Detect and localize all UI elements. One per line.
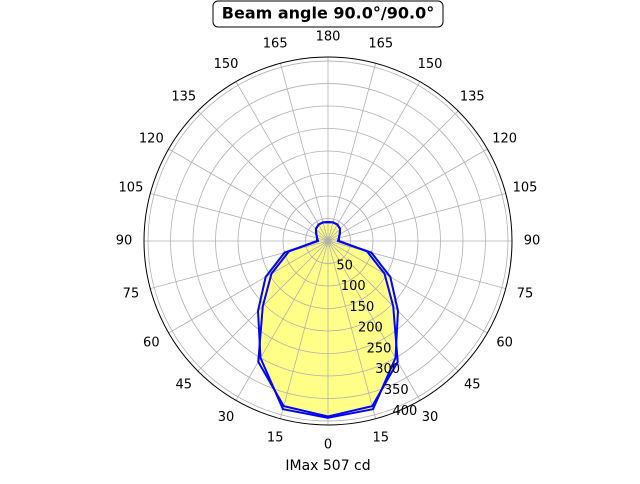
outer-circle <box>143 56 513 426</box>
grid-spoke <box>235 240 329 401</box>
theta-tick-label: 30 <box>218 410 235 425</box>
theta-tick-label: 45 <box>175 378 192 393</box>
theta-tick-label: 75 <box>123 286 140 301</box>
grid-spoke <box>327 240 421 401</box>
grid-spoke <box>197 110 329 242</box>
theta-tick-label: 15 <box>267 431 284 446</box>
grid-spoke <box>279 240 329 419</box>
theta-tick-label: 135 <box>171 89 196 104</box>
grid-spoke <box>327 81 421 242</box>
r-tick-label: 50 <box>336 258 353 273</box>
grid-spoke <box>327 148 488 242</box>
grid-spoke <box>327 63 377 242</box>
r-tick-label: 100 <box>341 279 366 294</box>
grid-spoke <box>168 148 329 242</box>
grid-spoke <box>327 240 377 419</box>
theta-tick-label: 60 <box>496 336 513 351</box>
r-tick-label: 250 <box>367 341 392 356</box>
grid-spoke <box>168 240 329 334</box>
theta-tick-label: 150 <box>418 57 443 72</box>
theta-tick-label: 120 <box>139 132 164 147</box>
r-tick-label: 200 <box>358 321 383 336</box>
grid-spoke <box>327 110 459 242</box>
chart-title: Beam angle 90.0°/90.0° <box>222 4 434 23</box>
r-tick-label: 400 <box>392 404 417 419</box>
theta-tick-label: 30 <box>422 410 439 425</box>
r-tick-label: 300 <box>375 362 400 377</box>
grid-spoke <box>235 81 329 242</box>
theta-tick-label: 150 <box>214 57 239 72</box>
x-axis-label: IMax 507 cd <box>285 458 370 474</box>
theta-tick-label: 135 <box>460 89 485 104</box>
theta-tick-label: 120 <box>492 132 517 147</box>
grid-spoke <box>327 192 506 242</box>
theta-tick-label: 90 <box>116 234 133 249</box>
r-tick-label: 350 <box>384 383 409 398</box>
title-box <box>212 0 444 28</box>
theta-tick-label: 180 <box>316 30 341 45</box>
theta-tick-label: 105 <box>513 181 538 196</box>
theta-tick-label: 90 <box>524 234 541 249</box>
grid-spoke <box>150 192 329 242</box>
theta-tick-label: 165 <box>368 36 393 51</box>
theta-tick-label: 45 <box>464 378 481 393</box>
theta-tick-label: 75 <box>517 286 534 301</box>
r-tick-label: 150 <box>349 300 374 315</box>
theta-tick-label: 165 <box>263 36 288 51</box>
grid-spoke <box>327 240 488 334</box>
theta-tick-label: 15 <box>373 431 390 446</box>
theta-tick-label: 105 <box>119 181 144 196</box>
grid-spoke <box>279 63 329 242</box>
series-line <box>257 221 399 418</box>
theta-tick-label: 60 <box>143 336 160 351</box>
theta-tick-label: 0 <box>324 438 332 453</box>
